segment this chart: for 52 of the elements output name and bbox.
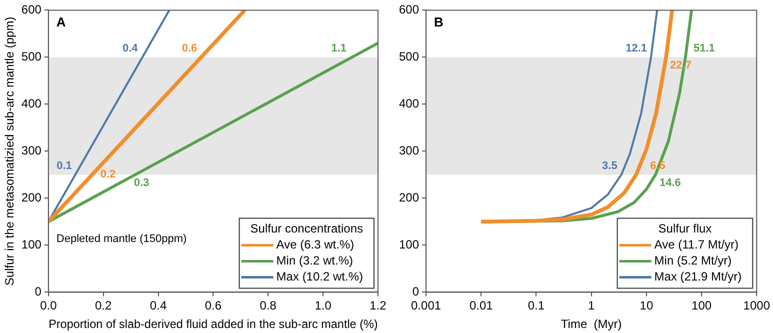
y-tick-label: 0 xyxy=(412,284,420,299)
y-tick-label: 0 xyxy=(34,284,42,299)
annotation: 0.4 xyxy=(122,42,139,55)
annotation: A xyxy=(56,14,66,30)
x-tick-label: 10 xyxy=(640,298,654,313)
x-tick-label: 0.2 xyxy=(95,298,112,313)
annotation: 3.5 xyxy=(602,160,618,172)
y-tick-label: 600 xyxy=(21,2,42,17)
x-axis-title: Proportion of slab-derived fluid added in the sub-arc mantle (%) xyxy=(48,316,378,332)
x-tick-label: 0.1 xyxy=(528,298,545,313)
y-tick-label: 600 xyxy=(398,2,420,17)
legend-title: Sulfur concentrations xyxy=(250,222,364,236)
x-tick-label: 0.8 xyxy=(260,298,277,313)
y-tick-label: 100 xyxy=(21,238,42,252)
annotation: B xyxy=(434,14,444,30)
y-tick-label: 200 xyxy=(398,190,420,205)
y-tick-label: 100 xyxy=(398,238,420,252)
x-tick-label: 1.0 xyxy=(314,298,332,313)
annotation: 0.1 xyxy=(56,160,72,172)
annotation: 0.3 xyxy=(134,177,150,190)
x-tick-label: 0.0 xyxy=(40,298,58,313)
legend-label: Ave (11.7 Mt/yr) xyxy=(654,238,739,252)
y-tick-label: 300 xyxy=(398,144,420,158)
annotation: 0.2 xyxy=(100,168,116,181)
y-tick-label: 200 xyxy=(21,190,42,205)
y-axis-title: Sulfur in the metasomatizied sub-arc mantle (ppm) xyxy=(2,16,17,286)
x-tick-label: 0.001 xyxy=(411,298,442,313)
annotation: 0.6 xyxy=(182,42,198,55)
y-tick-label: 400 xyxy=(21,96,42,111)
annotation: 1.1 xyxy=(331,42,347,55)
legend-label: Max (21.9 Mt/yr) xyxy=(654,270,742,284)
y-tick-label: 500 xyxy=(21,50,42,64)
annotation: Depleted mantle (150ppm) xyxy=(56,233,187,246)
legend-title: Sulfur flux xyxy=(658,222,712,236)
x-tick-label: 0.6 xyxy=(204,298,222,313)
legend-label: Min (3.2 wt.%) xyxy=(276,254,353,268)
x-axis-title: Time (Myr) xyxy=(560,317,622,332)
legend-label: Min (5.2 Mt/yr) xyxy=(654,254,732,268)
legend-label: Ave (6.3 wt.%) xyxy=(276,238,354,252)
x-tick-label: 1000 xyxy=(743,298,770,313)
y-tick-label: 400 xyxy=(398,96,420,111)
annotation: 12.1 xyxy=(626,42,648,55)
x-tick-label: 100 xyxy=(692,298,712,313)
x-tick-label: 1 xyxy=(588,298,595,313)
y-tick-label: 500 xyxy=(398,50,420,64)
annotation: 14.6 xyxy=(660,177,681,190)
x-tick-label: 0.4 xyxy=(150,298,167,313)
y-tick-label: 300 xyxy=(21,144,42,158)
annotation: 51.1 xyxy=(693,42,715,55)
legend-label: Max (10.2 wt.%) xyxy=(276,270,364,284)
x-tick-label: 1.2 xyxy=(370,298,387,313)
x-tick-label: 0.01 xyxy=(469,298,494,313)
